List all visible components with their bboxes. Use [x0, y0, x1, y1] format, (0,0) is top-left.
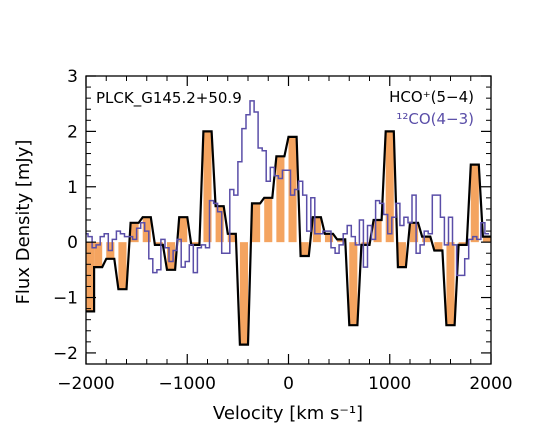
y-tick-label: 3: [67, 67, 78, 87]
histogram-bar: [215, 206, 224, 243]
histogram-bar: [94, 242, 103, 268]
histogram-bar: [118, 242, 127, 290]
axis-tick-labels: −2000 −1000 0 1000 2000 −2 −1 0 1 2 3: [53, 67, 513, 394]
histogram-bar: [446, 242, 455, 326]
x-tick-label: 2000: [469, 374, 512, 394]
y-axis-label: Flux Density [mJy]: [13, 140, 34, 305]
series-line: [86, 100, 489, 277]
histogram-bar: [482, 236, 491, 243]
histogram-bar: [288, 136, 297, 243]
histogram-bar: [154, 242, 163, 245]
y-tick-label: −1: [53, 289, 78, 309]
histogram-bar: [130, 222, 139, 243]
histogram-bar: [264, 197, 273, 243]
y-tick-label: −2: [53, 344, 78, 364]
histogram-bar: [410, 222, 419, 243]
histogram-bar: [167, 242, 176, 270]
histogram-bar: [239, 242, 248, 345]
legend-entry-hco: HCO⁺(5−4): [389, 88, 474, 106]
annotation-label: PLCK_G145.2+50.9: [96, 89, 242, 108]
histogram-bar: [470, 164, 479, 243]
histogram-bar: [252, 203, 261, 243]
x-axis-label: Velocity [km s⁻¹]: [213, 403, 363, 424]
x-tick-label: 0: [283, 374, 294, 394]
histogram-bar: [86, 242, 95, 312]
series-line: [86, 130, 491, 346]
histogram-bar: [179, 217, 188, 243]
histogram-bar: [300, 242, 309, 256]
series-0: [86, 130, 491, 346]
histogram-bar: [312, 217, 321, 243]
histogram-bar: [324, 233, 334, 243]
y-tick-label: 1: [67, 178, 78, 198]
legend-entry-co: ¹²CO(4−3): [396, 110, 474, 128]
histogram-bar: [227, 233, 236, 243]
histogram-bar: [276, 156, 285, 243]
series-1: [86, 100, 489, 277]
axis-ticks: [85, 75, 492, 365]
histogram-bar: [203, 131, 212, 243]
histogram-bar: [361, 242, 370, 245]
histogram-bar: [385, 131, 394, 243]
histogram-bar: [458, 242, 467, 245]
histogram-bar: [142, 217, 151, 243]
histogram-bar: [337, 239, 346, 243]
histogram-bar: [397, 242, 406, 268]
x-tick-label: −2000: [57, 374, 115, 394]
histogram-bar: [422, 236, 431, 243]
plot-content: [86, 100, 491, 346]
histogram-bar: [434, 242, 443, 251]
y-tick-label: 2: [67, 122, 78, 142]
histogram-bar: [373, 220, 382, 243]
y-tick-label: 0: [67, 233, 78, 253]
histogram-bar: [191, 242, 200, 245]
x-tick-label: 1000: [368, 374, 411, 394]
x-tick-label: −1000: [158, 374, 216, 394]
histogram-bar: [349, 242, 358, 326]
